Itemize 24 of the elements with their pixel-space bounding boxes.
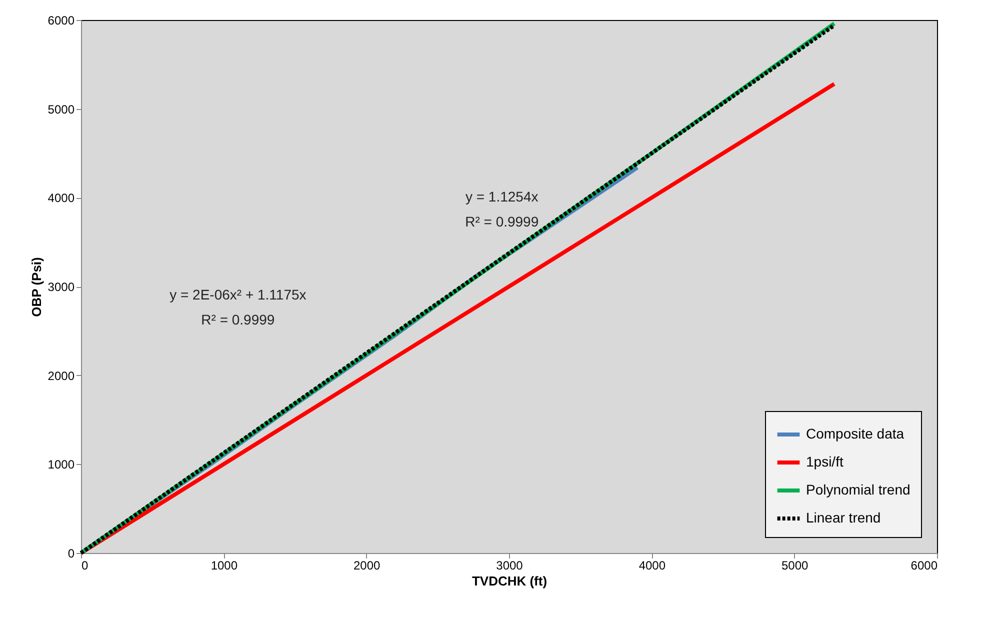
- y-tick-label: 2000: [48, 368, 75, 383]
- x-tick-label: 5000: [781, 558, 809, 572]
- x-tick-label: 6000: [910, 558, 938, 572]
- x-tick-label: 3000: [496, 558, 524, 572]
- y-tick-label: 6000: [48, 14, 75, 28]
- y-tick-label: 0: [68, 546, 75, 560]
- legend-label: Linear trend: [806, 510, 881, 526]
- y-tick-label: 1000: [48, 458, 75, 472]
- x-tick-label: 0: [82, 558, 88, 572]
- x-axis-title: TVDCHK (ft): [472, 574, 548, 588]
- y-tick-label: 3000: [48, 280, 75, 294]
- x-tick-label: 1000: [210, 558, 238, 572]
- annotation: y = 2E-06x² + 1.1175x: [170, 286, 306, 302]
- annotation: R² = 0.9999: [201, 311, 275, 328]
- y-tick-label: 5000: [48, 102, 75, 116]
- y-axis-title: OBP (Psi): [28, 257, 44, 317]
- annotation: R² = 0.9999: [465, 214, 539, 230]
- x-tick-label: 2000: [353, 558, 381, 572]
- y-tick-label: 4000: [48, 191, 75, 206]
- annotation: y = 1.1254x: [465, 188, 538, 205]
- legend-label: Polynomial trend: [806, 482, 910, 498]
- legend-label: 1psi/ft: [806, 454, 844, 470]
- legend-label: Composite data: [806, 426, 904, 442]
- x-tick-label: 4000: [638, 558, 666, 572]
